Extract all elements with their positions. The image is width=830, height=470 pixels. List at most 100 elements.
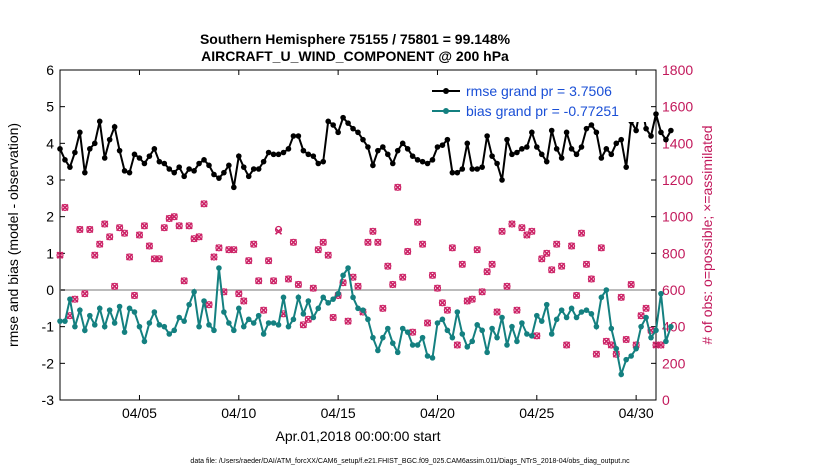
bias-point [350,294,356,301]
obs-assimilated-point [91,251,99,259]
rmse-point [484,133,490,139]
bias-point [116,303,123,310]
bias-point [563,314,570,321]
bias-point [236,305,242,312]
obs-assimilated-point [145,242,153,250]
obs-assimilated-point [498,227,506,235]
rmse-point [429,157,436,163]
obs-possible-point [389,280,397,289]
obs-assimilated-point [270,277,278,285]
obs-assimilated-point [458,260,466,268]
obs-assimilated-point [389,280,397,289]
x-tick-label: 04/10 [221,405,256,421]
rmse-point [67,164,73,170]
obs-possible-point [284,275,293,283]
obs-possible-point [587,275,596,283]
obs-assimilated-point [175,222,183,230]
obs-assimilated-point [558,262,566,270]
obs-assimilated-point [473,246,481,254]
rmse-point [603,146,610,152]
bias-point [101,323,108,330]
obs-possible-point [399,273,407,281]
bias-point [131,309,138,315]
x-tick-label: 04/15 [321,405,356,421]
y2-tick-label: 1600 [662,99,693,115]
legend-bias-marker [443,108,449,114]
rmse-point [186,166,192,172]
rmse-point [479,164,485,170]
bias-point [484,349,490,356]
obs-assimilated-point [379,304,387,312]
rmse-point [191,168,197,174]
y-axis-ticks: -3 -2 -1 0 1 2 3 4 5 6 [42,62,65,408]
rmse-point [82,169,88,176]
rmse-point [171,169,178,176]
bias-point [196,323,202,330]
obs-assimilated-point [568,242,576,250]
bias-point [57,318,63,324]
obs-assimilated-point [478,288,486,296]
y2-tick-label: 600 [662,282,686,298]
obs-assimilated-point [319,238,327,246]
y2-tick-label: 0 [662,392,670,408]
obs-possible-point [577,229,586,237]
bias-point [270,320,277,326]
x-axis-label: Apr.01,2018 00:00:00 start [275,428,440,444]
bias-point [449,334,456,341]
obs-possible-point [130,291,139,300]
bias-point [668,323,674,330]
rmse-point [330,122,336,128]
x-tick-label: 04/30 [619,405,654,421]
rmse-point [136,155,143,161]
obs-possible-point [235,290,243,298]
bias-point [568,305,575,312]
obs-possible-point [617,293,625,301]
obs-possible-point [314,246,322,254]
obs-assimilated-point [260,306,268,314]
rmse-point [449,169,456,176]
obs-assimilated-point [657,341,665,349]
rmse-point [409,153,416,159]
rmse-point [196,160,202,167]
chart-title-line2: AIRCRAFT_U_WIND_COMPONENT @ 200 hPa [201,48,509,64]
x-tick-label: 04/05 [122,405,157,421]
obs-possible-point [240,297,248,305]
obs-possible-point [657,341,665,349]
rmse-point [355,129,361,136]
obs-assimilated-point [394,183,402,191]
obs-assimilated-point [121,229,129,237]
obs-assimilated-point [329,313,337,322]
bias-point [399,325,406,332]
rmse-point [231,184,237,191]
obs-assimilated-point [364,238,372,246]
rmse-point [578,144,585,150]
obs-assimilated-point [543,249,551,257]
rmse-point [211,171,217,178]
rmse-point [583,125,590,132]
bias-point [459,331,466,337]
obs-assimilated-point [533,332,541,340]
series-lines [57,100,674,379]
obs-possible-point [488,260,496,268]
rmse-point [424,160,431,167]
y2-axis-label: # of obs: o=possible; ×=assimilated [699,125,715,344]
obs-assimilated-point [195,233,203,241]
bias-point [509,323,515,330]
rmse-point [563,129,570,136]
obs-assimilated-point [284,275,293,283]
rmse-point [588,122,595,128]
y-tick-label: 6 [46,62,54,78]
rmse-point [181,173,187,180]
obs-possible-point [414,218,422,226]
rmse-point [489,153,495,159]
bias-point [593,323,600,330]
rmse-point [335,129,341,136]
bias-point [375,347,381,354]
obs-assimilated-point [553,240,561,248]
bias-point [603,287,610,293]
y-tick-label: -3 [42,392,55,408]
obs-assimilated-point [483,268,491,276]
bias-point [275,322,282,328]
obs-possible-point [364,238,372,246]
bias-point [221,309,227,315]
